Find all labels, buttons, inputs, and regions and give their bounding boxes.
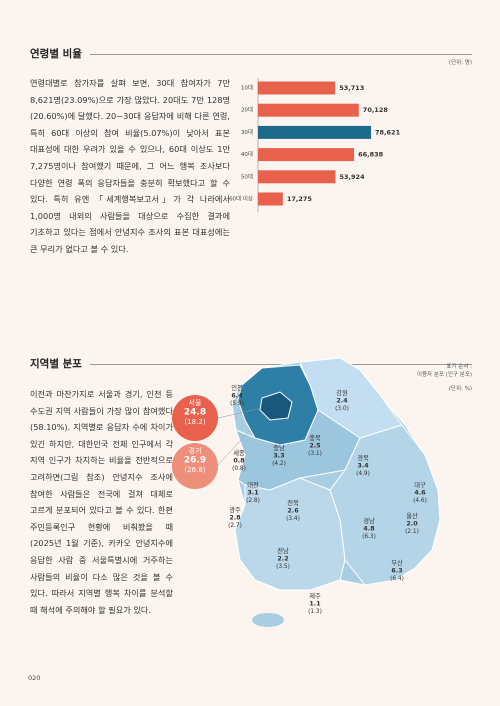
region-name: 충남 — [273, 443, 285, 452]
region-value: 4.8 — [363, 526, 374, 533]
value-label: 17,275 — [287, 195, 313, 203]
region-name: 경기 — [189, 446, 202, 455]
region-name: 전남 — [277, 546, 289, 555]
region-population: (3.0) — [335, 406, 349, 412]
note: 표기 순서 : 이용자 분포 (인구 분포) — [360, 364, 472, 379]
region-population: (6.3) — [362, 534, 376, 540]
region-value: 6.3 — [391, 568, 402, 575]
value-label: 78,621 — [375, 128, 401, 136]
unit: (단위: 명) — [448, 60, 472, 66]
region-population: (4.2) — [272, 461, 286, 467]
region-population: (4.9) — [356, 471, 370, 477]
leader — [217, 429, 251, 466]
region-value: 2.8 — [229, 515, 240, 522]
category-label: 30대 — [241, 128, 253, 136]
note-line: 표기 순서 : — [446, 364, 472, 370]
region-population: (5.9) — [230, 401, 244, 407]
region-population: (1.3) — [308, 609, 322, 615]
region-value: 2.2 — [277, 556, 288, 563]
region-population: (2.7) — [228, 523, 242, 529]
bar — [258, 170, 336, 184]
bar — [258, 81, 336, 95]
region-value: 2.4 — [336, 398, 348, 405]
region-name: 대구 — [414, 481, 426, 489]
region-name: 서울 — [189, 398, 202, 407]
region-name: 인천 — [231, 383, 243, 392]
region-value: 2.6 — [287, 508, 299, 515]
bar-chart: 10대 53,713 20대 70,128 30대 78,621 40대 66,838 50대 5… — [229, 78, 401, 212]
region-value: 2.0 — [406, 521, 418, 528]
region-value: 3.1 — [247, 490, 258, 497]
seoul-circle — [172, 395, 218, 441]
region-name: 경남 — [363, 516, 375, 525]
region-value: 1.1 — [309, 601, 320, 608]
category-label: 10대 — [241, 84, 253, 92]
value-label: 70,128 — [363, 106, 389, 114]
region-name: 충북 — [309, 433, 321, 442]
region-name: 제주 — [309, 592, 321, 600]
region-population: (2.8) — [246, 498, 260, 504]
paragraph: 이전과 마찬가지로 서울과 경기, 인천 등 수도권 지역 사람들이 가장 많이… — [30, 389, 173, 615]
section-title: 연령별 비율 — [30, 48, 82, 60]
rule — [90, 54, 472, 55]
region-population: (0.8) — [232, 466, 246, 472]
unit: (단위: %) — [448, 386, 472, 392]
region-value: 26.9 — [184, 456, 206, 466]
region-value: 24.8 — [184, 408, 206, 418]
leader — [217, 407, 263, 419]
region-name: 전북 — [287, 498, 299, 507]
region-population: (26.8) — [184, 466, 205, 474]
region-value: 0.8 — [233, 458, 244, 465]
region-population: (2.1) — [405, 529, 419, 535]
bar — [258, 125, 372, 139]
bar — [258, 148, 355, 162]
region-value: 3.4 — [357, 463, 369, 470]
region-population: (3.4) — [286, 516, 300, 522]
region-population: (6.4) — [390, 576, 404, 582]
region-value: 4.6 — [414, 490, 426, 497]
region-seoul — [259, 391, 293, 421]
paragraph: 연령대별로 참가자를 살펴 보면, 30대 참여자가 7만 8,621명(23.… — [30, 78, 230, 254]
region-value: 2.5 — [309, 443, 320, 450]
region-name: 울산 — [406, 511, 418, 520]
region-population: (4.6) — [413, 498, 427, 504]
value-label: 66,838 — [358, 151, 384, 159]
region-population: (3.5) — [276, 564, 290, 570]
region-population: (18.2) — [184, 418, 205, 426]
value-label: 53,924 — [340, 173, 366, 181]
category-label: 60대 이상 — [229, 195, 253, 203]
gyeonggi-circle — [172, 443, 218, 489]
bar — [258, 103, 359, 117]
map: 서울24.8(18.2)경기26.9(26.8)인천6.4(5.9)강원2.4(… — [172, 357, 441, 627]
category-label: 20대 — [241, 106, 253, 114]
category-label: 50대 — [241, 172, 253, 180]
value-label: 53,713 — [339, 84, 364, 92]
page-number: 020 — [28, 674, 41, 682]
region-value: 6.4 — [231, 393, 243, 400]
region-name: 세종 — [233, 448, 245, 457]
region-value: 3.3 — [273, 453, 284, 460]
region-name: 부산 — [391, 558, 403, 567]
bar — [258, 192, 283, 206]
category-label: 40대 — [241, 150, 253, 158]
jeju — [252, 613, 284, 627]
region-name: 광주 — [229, 506, 241, 514]
region-name: 경북 — [357, 453, 369, 462]
region-name: 강원 — [336, 388, 348, 397]
section-title: 지역별 분포 — [30, 358, 82, 370]
region-population: (3.1) — [308, 451, 322, 457]
note-line: 이용자 분포 (인구 분포) — [416, 371, 472, 378]
region-name: 대전 — [247, 480, 259, 489]
region-jeolla — [234, 477, 346, 591]
